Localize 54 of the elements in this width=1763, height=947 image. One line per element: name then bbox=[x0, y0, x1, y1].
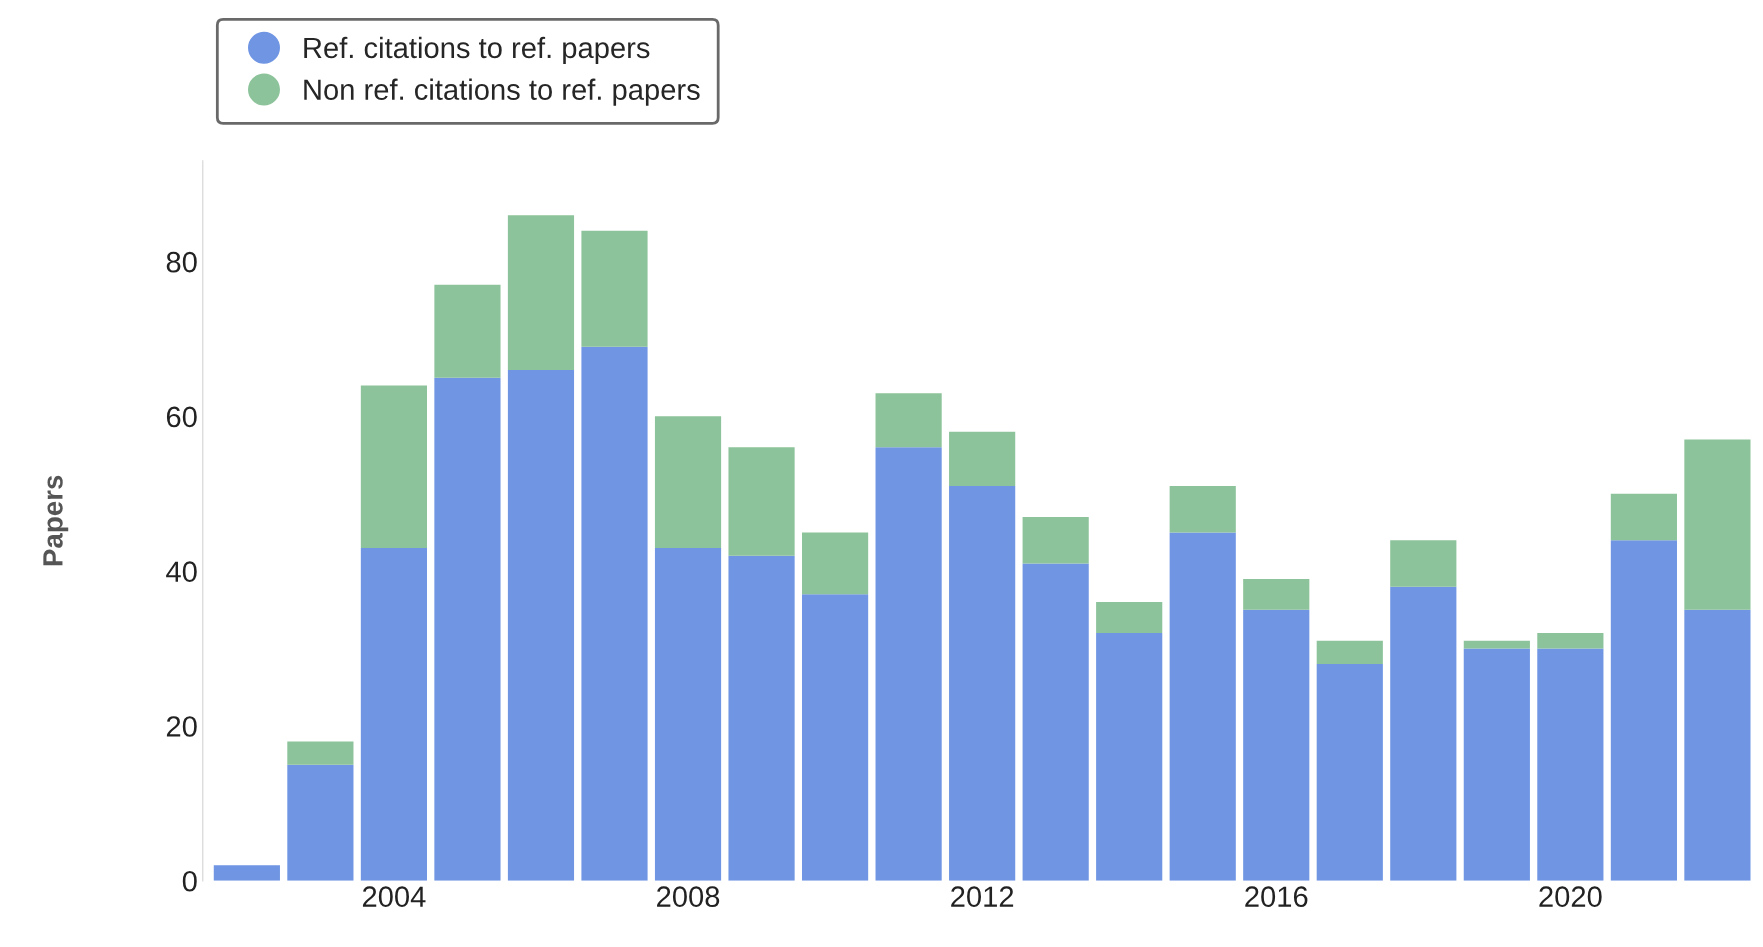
bar bbox=[1022, 563, 1089, 881]
bar bbox=[949, 431, 1016, 487]
y-axis-title: Papers bbox=[43, 475, 69, 566]
y-tick-label: 0 bbox=[182, 870, 197, 892]
y-tick-label: 40 bbox=[166, 561, 197, 583]
y-tick-label: 80 bbox=[166, 251, 197, 273]
bar bbox=[1390, 586, 1457, 881]
bar bbox=[949, 486, 1016, 881]
bar bbox=[1169, 532, 1236, 881]
bar bbox=[1610, 493, 1677, 541]
x-tick-label: 2004 bbox=[362, 886, 426, 907]
bar bbox=[728, 447, 795, 556]
bar bbox=[875, 393, 942, 448]
bar bbox=[360, 547, 428, 881]
bar bbox=[1096, 602, 1163, 634]
bar bbox=[213, 865, 280, 881]
bar bbox=[1463, 640, 1530, 649]
bar bbox=[802, 532, 869, 595]
bar bbox=[875, 447, 942, 881]
bar bbox=[1316, 664, 1383, 881]
x-tick-label: 2020 bbox=[1539, 886, 1602, 907]
bar bbox=[507, 215, 575, 370]
legend-label: Ref. citations to ref. papers bbox=[304, 36, 650, 65]
bar bbox=[1537, 648, 1604, 881]
bar bbox=[1169, 486, 1236, 533]
x-tick-label: 2008 bbox=[657, 886, 720, 907]
bar bbox=[1610, 540, 1677, 881]
bar bbox=[802, 594, 869, 881]
bar bbox=[581, 230, 648, 347]
bar bbox=[1684, 439, 1751, 610]
bar bbox=[1022, 516, 1089, 564]
bar bbox=[1684, 609, 1751, 881]
bar bbox=[581, 346, 648, 881]
bar bbox=[434, 377, 501, 881]
bar bbox=[1243, 578, 1310, 610]
bar bbox=[360, 385, 428, 548]
bar bbox=[287, 764, 354, 881]
bar bbox=[287, 741, 354, 765]
bar bbox=[1537, 633, 1604, 649]
bar bbox=[507, 369, 575, 881]
bar bbox=[1316, 640, 1383, 665]
y-tick-label: 20 bbox=[166, 716, 197, 737]
legend-label: Non ref. citations to ref. papers bbox=[304, 78, 700, 106]
bar bbox=[1096, 633, 1163, 881]
bar bbox=[1463, 648, 1530, 881]
x-tick-label: 2012 bbox=[951, 886, 1014, 907]
bar bbox=[728, 555, 795, 881]
bar bbox=[1243, 609, 1310, 881]
y-tick-label: 60 bbox=[166, 406, 197, 428]
bar bbox=[654, 547, 722, 881]
bar bbox=[654, 416, 722, 548]
bar bbox=[1390, 540, 1457, 587]
bar bbox=[434, 284, 501, 378]
x-tick-label: 2016 bbox=[1245, 886, 1308, 907]
